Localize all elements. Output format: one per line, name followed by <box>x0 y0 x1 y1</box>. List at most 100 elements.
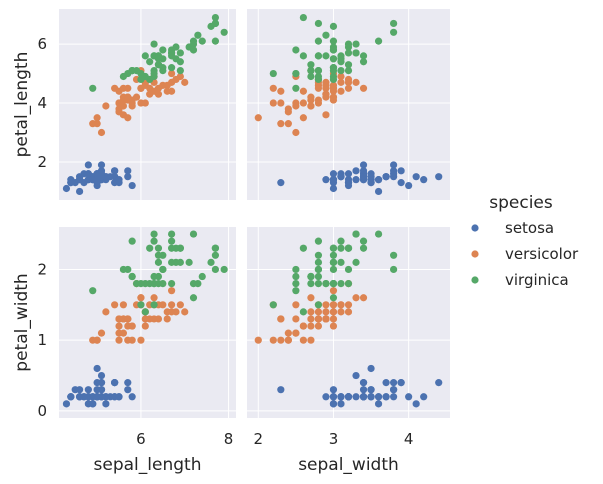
point-virginica <box>314 52 323 60</box>
point-virginica <box>211 251 220 259</box>
point-virginica <box>292 69 300 78</box>
point-setosa <box>329 386 338 394</box>
point-versicolor <box>322 315 330 323</box>
point-setosa <box>322 176 330 184</box>
point-virginica <box>329 265 338 274</box>
point-setosa <box>405 393 413 401</box>
point-setosa <box>420 176 428 184</box>
point-versicolor <box>163 315 171 323</box>
point-virginica <box>314 301 323 309</box>
point-virginica <box>390 19 398 28</box>
point-virginica <box>168 230 176 238</box>
point-versicolor <box>322 111 330 119</box>
point-versicolor <box>254 114 262 122</box>
point-setosa <box>277 179 285 187</box>
point-virginica <box>137 75 145 84</box>
point-virginica <box>314 19 323 28</box>
point-virginica <box>329 55 338 63</box>
legend-item-setosa: setosa <box>471 219 554 237</box>
point-versicolor <box>284 336 292 344</box>
point-virginica <box>119 72 127 81</box>
point-setosa <box>75 176 84 184</box>
y-tick-label: 4 <box>37 94 47 112</box>
point-versicolor <box>146 90 154 98</box>
point-virginica <box>344 43 353 51</box>
panels-layer <box>59 9 450 418</box>
point-versicolor <box>322 84 330 92</box>
point-setosa <box>93 364 101 373</box>
x-tick-label: 6 <box>136 430 146 448</box>
point-setosa <box>420 393 428 401</box>
point-virginica <box>359 58 368 66</box>
point-setosa <box>329 400 338 408</box>
point-virginica <box>154 55 163 63</box>
point-virginica <box>207 258 215 266</box>
point-setosa <box>435 379 443 387</box>
point-virginica <box>128 272 136 281</box>
points-petal-width-vs-sepal-length <box>62 230 228 408</box>
point-versicolor <box>254 336 262 344</box>
point-setosa <box>337 393 345 401</box>
point-versicolor <box>307 308 315 316</box>
point-versicolor <box>322 308 330 316</box>
point-versicolor <box>93 120 101 128</box>
point-setosa <box>352 176 360 184</box>
point-virginica <box>137 301 145 309</box>
point-versicolor <box>314 315 323 323</box>
point-setosa <box>374 187 383 196</box>
point-virginica <box>176 58 184 66</box>
point-virginica <box>132 67 141 75</box>
point-versicolor <box>299 99 307 107</box>
point-virginica <box>189 279 198 288</box>
point-versicolor <box>344 308 353 316</box>
point-virginica <box>128 237 136 245</box>
point-setosa <box>374 400 383 408</box>
point-virginica <box>344 49 353 57</box>
point-virginica <box>299 52 307 60</box>
point-virginica <box>337 279 345 288</box>
point-virginica <box>168 258 176 266</box>
point-virginica <box>359 237 368 245</box>
point-setosa <box>106 173 114 181</box>
point-versicolor <box>141 322 149 330</box>
point-versicolor <box>352 294 360 302</box>
point-virginica <box>150 230 158 238</box>
point-versicolor <box>137 294 145 302</box>
point-virginica <box>189 46 198 54</box>
point-setosa <box>390 161 398 169</box>
point-virginica <box>329 46 338 54</box>
point-setosa <box>382 393 390 401</box>
point-setosa <box>344 393 353 401</box>
x-tick-label: 4 <box>404 430 414 448</box>
point-versicolor <box>163 87 171 95</box>
point-versicolor <box>93 114 101 122</box>
point-virginica <box>176 49 184 57</box>
x-tick-label: 8 <box>224 430 234 448</box>
point-versicolor <box>329 287 338 295</box>
point-setosa <box>329 170 338 178</box>
point-virginica <box>299 308 307 316</box>
point-versicolor <box>314 322 323 330</box>
point-setosa <box>359 173 368 181</box>
point-virginica <box>359 244 368 252</box>
point-virginica <box>168 49 176 57</box>
point-setosa <box>382 173 390 181</box>
point-virginica <box>194 31 202 39</box>
point-virginica <box>314 258 323 266</box>
point-versicolor <box>115 108 123 116</box>
point-virginica <box>322 31 330 39</box>
point-versicolor <box>115 87 123 95</box>
point-versicolor <box>284 329 292 337</box>
point-setosa <box>97 371 106 380</box>
point-virginica <box>390 251 398 259</box>
point-virginica <box>322 52 330 60</box>
legend-title: species <box>489 193 553 213</box>
point-versicolor <box>115 336 123 344</box>
legend-marker-virginica <box>471 276 479 284</box>
point-setosa <box>329 176 338 184</box>
point-virginica <box>352 230 360 238</box>
point-virginica <box>292 46 300 54</box>
x-tick-label: 3 <box>329 430 339 448</box>
point-versicolor <box>329 322 338 330</box>
point-virginica <box>329 258 338 266</box>
